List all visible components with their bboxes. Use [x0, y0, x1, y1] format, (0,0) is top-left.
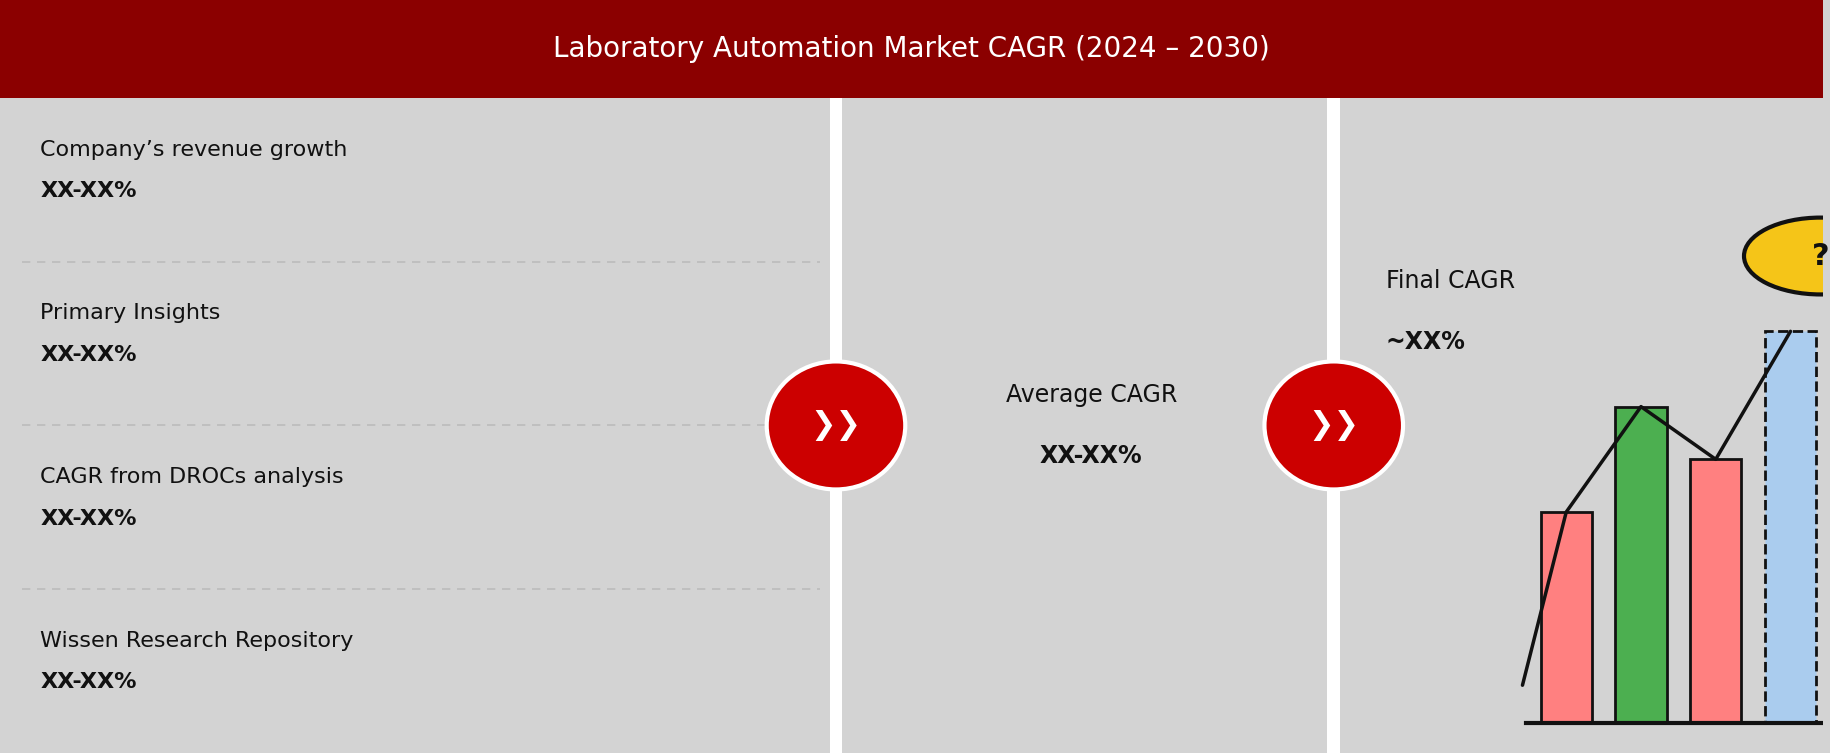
- Text: Laboratory Automation Market CAGR (2024 – 2030): Laboratory Automation Market CAGR (2024 …: [553, 35, 1270, 63]
- Ellipse shape: [1744, 218, 1830, 294]
- FancyBboxPatch shape: [1327, 98, 1340, 753]
- Text: XX-XX%: XX-XX%: [40, 345, 137, 365]
- Text: Primary Insights: Primary Insights: [40, 303, 220, 324]
- FancyBboxPatch shape: [1764, 331, 1815, 723]
- Text: ?: ?: [1812, 242, 1830, 270]
- Text: Company’s revenue growth: Company’s revenue growth: [40, 139, 348, 160]
- Text: CAGR from DROCs analysis: CAGR from DROCs analysis: [40, 467, 344, 487]
- FancyBboxPatch shape: [1691, 459, 1742, 723]
- FancyBboxPatch shape: [0, 0, 1823, 98]
- FancyBboxPatch shape: [1541, 512, 1592, 723]
- Ellipse shape: [1265, 361, 1404, 489]
- Text: Average CAGR: Average CAGR: [1005, 383, 1177, 407]
- Text: XX-XX%: XX-XX%: [40, 508, 137, 529]
- FancyBboxPatch shape: [829, 98, 842, 753]
- Text: XX-XX%: XX-XX%: [40, 181, 137, 201]
- FancyBboxPatch shape: [1616, 407, 1667, 723]
- Ellipse shape: [767, 361, 906, 489]
- Text: ❯❯: ❯❯: [811, 410, 862, 441]
- Text: Wissen Research Repository: Wissen Research Repository: [40, 631, 353, 651]
- Text: Final CAGR: Final CAGR: [1385, 270, 1515, 294]
- Text: XX-XX%: XX-XX%: [40, 672, 137, 693]
- Text: XX-XX%: XX-XX%: [1039, 444, 1142, 468]
- Text: ❯❯: ❯❯: [1308, 410, 1360, 441]
- Text: ~XX%: ~XX%: [1385, 330, 1466, 354]
